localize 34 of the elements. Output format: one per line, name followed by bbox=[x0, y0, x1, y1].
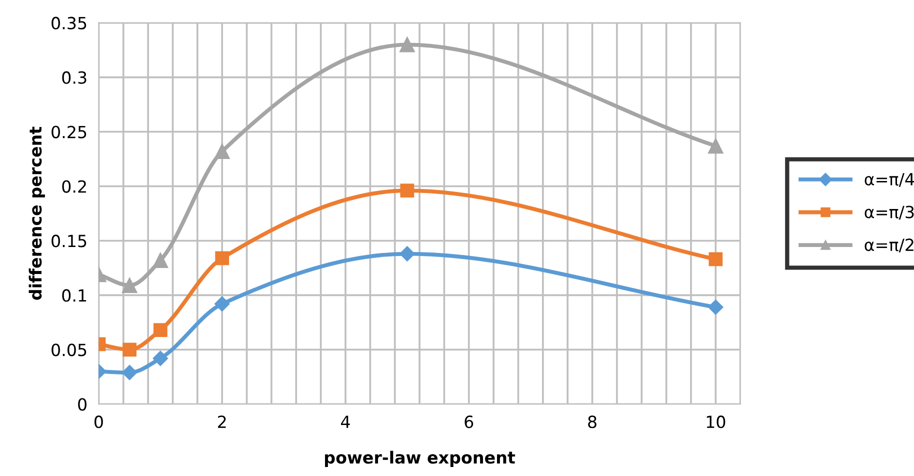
point bbox=[214, 144, 230, 160]
y-tick-label: 0.15 bbox=[52, 234, 86, 248]
point bbox=[122, 364, 138, 380]
legend-label: α=π/3 bbox=[864, 206, 914, 220]
x-tick-label: 0 bbox=[94, 416, 103, 428]
point bbox=[400, 184, 414, 198]
y-tick-label: 0.05 bbox=[52, 344, 86, 356]
x-tick-label: 8 bbox=[588, 416, 596, 428]
point bbox=[153, 323, 168, 337]
point bbox=[215, 251, 230, 266]
point bbox=[400, 246, 415, 262]
point bbox=[708, 300, 724, 315]
point bbox=[214, 296, 230, 312]
x-tick-label: 2 bbox=[218, 416, 226, 428]
point bbox=[152, 252, 168, 268]
point bbox=[122, 278, 138, 294]
legend-label: α=π/2 bbox=[864, 238, 914, 252]
point bbox=[708, 252, 723, 266]
x-tick-label: 10 bbox=[706, 416, 726, 428]
y-tick-label: 0.25 bbox=[52, 126, 86, 138]
x-axis-title: power-law exponent bbox=[325, 450, 516, 467]
y-axis-title: difference percent bbox=[28, 126, 45, 300]
point bbox=[708, 138, 724, 154]
point bbox=[400, 36, 415, 52]
x-tick-label: 4 bbox=[341, 416, 350, 428]
y-tick-label: 0.3 bbox=[62, 71, 86, 84]
x-tick-label: 6 bbox=[464, 416, 474, 428]
point bbox=[152, 350, 168, 366]
y-tick-label: 0.2 bbox=[62, 180, 86, 193]
y-tick-label: 0.35 bbox=[52, 16, 86, 30]
point bbox=[122, 342, 137, 357]
y-tick-label: 0.1 bbox=[62, 289, 86, 302]
y-tick-label: 0 bbox=[78, 398, 86, 411]
legend-label: α=π/4 bbox=[864, 173, 914, 187]
